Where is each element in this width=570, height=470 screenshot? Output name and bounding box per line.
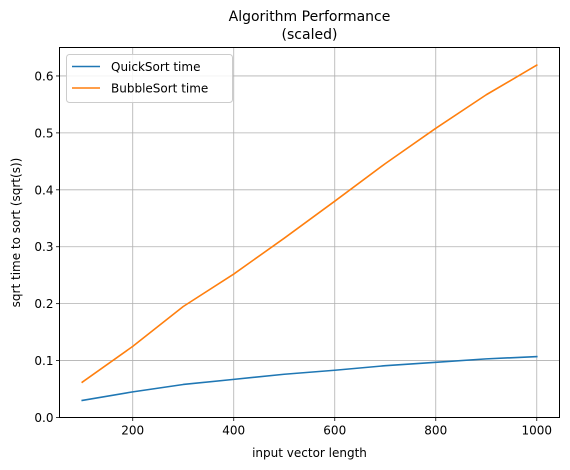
x-tick-label: 600 — [323, 424, 346, 438]
legend-label-1: QuickSort time — [111, 60, 200, 74]
y-tick-label: 0.3 — [34, 240, 53, 254]
plot-frame — [59, 47, 560, 418]
y-tick-label: 0.6 — [34, 69, 53, 83]
y-tick-label: 0.2 — [34, 297, 53, 311]
legend-box — [66, 54, 233, 103]
y-tick-label: 0.0 — [34, 411, 53, 425]
x-tick-label: 200 — [121, 424, 144, 438]
chart-title-line2: (scaled) — [282, 27, 338, 43]
y-tick-label: 0.1 — [34, 354, 53, 368]
chart-title-line1: Algorithm Performance — [229, 9, 391, 25]
x-tick-label: 400 — [222, 424, 245, 438]
series-line-2 — [81, 64, 538, 384]
x-axis-ticks: 200 400 600 800 1000 — [121, 417, 552, 438]
legend: QuickSort time BubbleSort time — [66, 54, 233, 103]
y-axis-ticks: 0.0 0.1 0.2 0.3 0.4 0.5 0.6 — [34, 69, 60, 425]
x-axis-label: input vector length — [252, 446, 367, 460]
y-axis-label: sqrt time to sort (sqrt(s)) — [9, 158, 23, 308]
series-lines — [81, 64, 538, 402]
legend-label-2: BubbleSort time — [111, 82, 208, 96]
x-tick-label: 800 — [424, 424, 447, 438]
x-tick-label: 1000 — [521, 424, 552, 438]
y-tick-label: 0.5 — [34, 126, 53, 140]
y-tick-label: 0.4 — [34, 183, 53, 197]
series-line-1 — [81, 355, 538, 402]
